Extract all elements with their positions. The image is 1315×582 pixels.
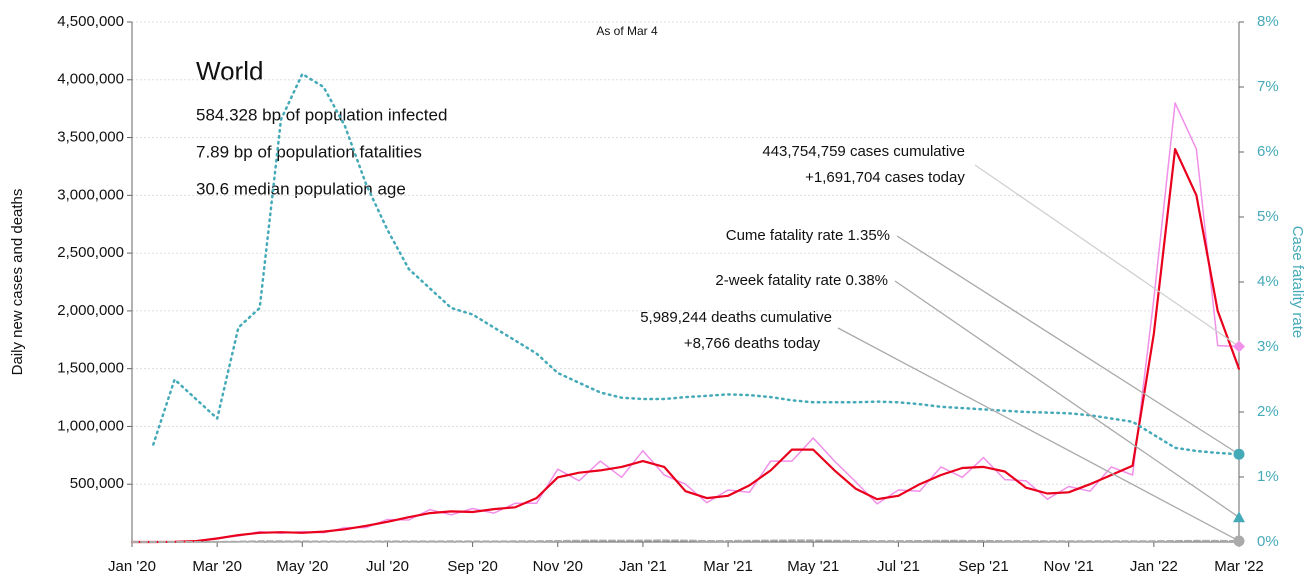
y2-tick-label: 7% [1257,78,1279,95]
marker [1233,511,1245,523]
x-tick-label: May '21 [787,558,839,575]
info-text: 584.328 bp of population infected [196,105,447,124]
x-tick-label: Mar '22 [1214,558,1264,575]
y2-tick-label: 3% [1257,338,1279,355]
marker [1233,448,1245,460]
x-tick-label: Nov '20 [533,558,583,575]
info-text: 7.89 bp of population fatalities [196,142,422,161]
x-tick-label: May '20 [276,558,328,575]
y2-tick-label: 0% [1257,533,1279,550]
leader-line [974,164,1240,348]
annotation-text: Cume fatality rate 1.35% [726,227,890,244]
x-tick-label: Jan '20 [108,558,156,575]
info-text: 30.6 median population age [196,179,406,198]
x-tick-label: Jul '21 [877,558,920,575]
x-tick-label: Sep '21 [958,558,1008,575]
marker [1233,535,1245,547]
annotation-text: +8,766 deaths today [684,335,821,352]
subtitle: As of Mar 4 [596,24,658,38]
chart-title: World [196,56,263,86]
y2-tick-label: 6% [1257,143,1279,160]
x-tick-label: Mar '21 [703,558,753,575]
leader-line [894,280,1240,518]
y-tick-label: 1,500,000 [57,360,124,377]
x-tick-label: Jan '21 [619,558,667,575]
series-line [131,539,1240,543]
y-tick-label: 4,000,000 [57,71,124,88]
x-tick-label: Sep '20 [447,558,497,575]
x-tick-label: Jan '22 [1130,558,1178,575]
y-tick-label: 1,000,000 [57,417,124,434]
y-tick-label: 2,000,000 [57,302,124,319]
y-tick-label: 3,500,000 [57,129,124,146]
y2-tick-label: 1% [1257,468,1279,485]
y2-tick-label: 5% [1257,208,1279,225]
annotation-text: 443,754,759 cases cumulative [762,143,965,160]
series-line [152,72,1241,456]
x-tick-label: Mar '20 [192,558,242,575]
y2-tick-label: 8% [1257,13,1279,30]
leader-line [896,235,1240,455]
x-tick-label: Nov '21 [1043,558,1093,575]
y-axis-title: Daily new cases and deaths [9,189,26,376]
y2-tick-label: 4% [1257,273,1279,290]
annotation-text: +1,691,704 cases today [805,169,965,186]
marker [1233,340,1245,353]
x-tick-label: Jul '20 [366,558,409,575]
y-tick-label: 2,500,000 [57,244,124,261]
series-line [130,148,1241,544]
annotation-text: 5,989,244 deaths cumulative [640,309,832,326]
y2-axis-title: Case fatality rate [1289,226,1306,339]
y-tick-label: 4,500,000 [57,13,124,30]
leader-line [837,327,1240,542]
annotation-text: 2-week fatality rate 0.38% [715,272,888,289]
y-tick-label: 500,000 [70,475,124,492]
y2-tick-label: 2% [1257,403,1279,420]
y-tick-label: 3,000,000 [57,186,124,203]
